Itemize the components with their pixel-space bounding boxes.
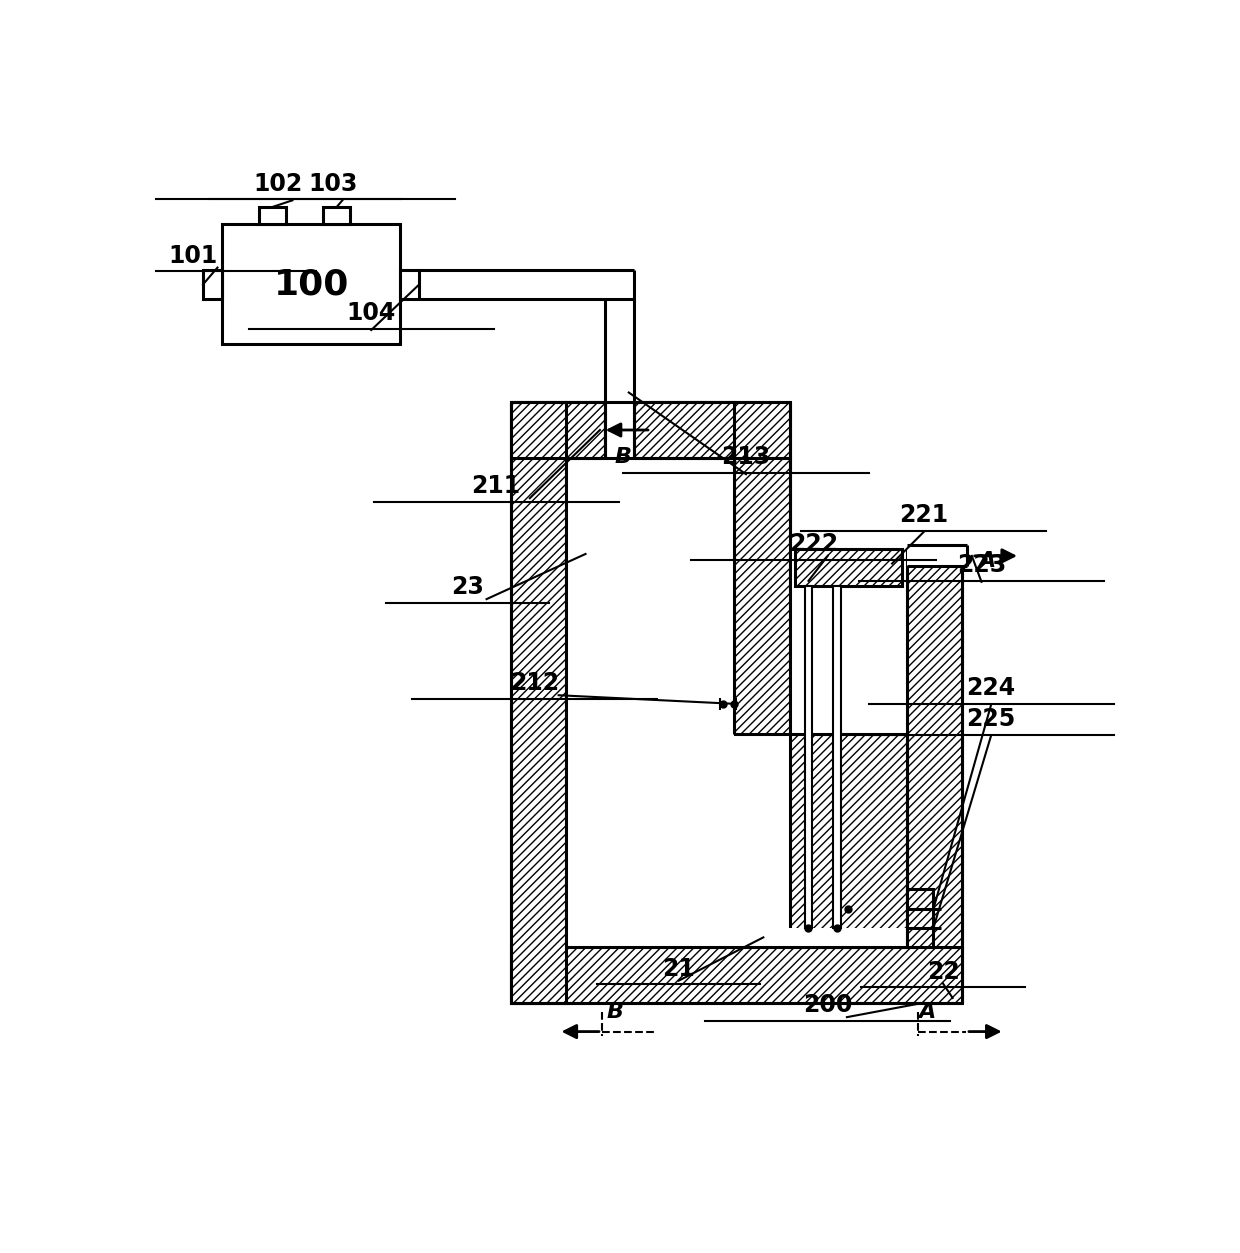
Text: 212: 212 xyxy=(510,672,559,695)
Bar xyxy=(833,585,841,927)
Text: 225: 225 xyxy=(966,707,1016,730)
Text: 221: 221 xyxy=(899,502,949,528)
Bar xyxy=(203,269,222,298)
Bar xyxy=(790,734,906,947)
Bar xyxy=(567,402,605,457)
Bar xyxy=(401,269,419,298)
Text: A: A xyxy=(978,550,996,570)
Text: 21: 21 xyxy=(662,956,696,981)
Bar xyxy=(605,397,634,457)
Text: B: B xyxy=(614,447,631,467)
Text: 100: 100 xyxy=(274,267,348,302)
Text: 223: 223 xyxy=(957,553,1006,578)
Bar xyxy=(634,402,734,457)
Text: 23: 23 xyxy=(451,575,484,599)
Bar xyxy=(734,457,790,734)
Text: 104: 104 xyxy=(347,301,396,326)
Text: 213: 213 xyxy=(722,445,770,470)
Bar xyxy=(906,545,972,566)
Bar xyxy=(567,457,734,947)
Bar xyxy=(805,585,812,927)
Text: A: A xyxy=(918,1002,935,1022)
Bar xyxy=(790,549,906,734)
Text: 211: 211 xyxy=(471,474,521,499)
Bar xyxy=(511,947,962,1002)
Bar xyxy=(906,890,934,947)
Text: B: B xyxy=(606,1002,624,1022)
Text: 200: 200 xyxy=(804,994,852,1017)
Bar xyxy=(259,207,285,224)
Bar xyxy=(567,927,906,947)
Bar xyxy=(791,586,905,733)
Text: 22: 22 xyxy=(926,960,960,984)
Bar xyxy=(324,207,350,224)
Bar xyxy=(906,549,962,947)
Text: 101: 101 xyxy=(169,243,218,268)
Bar xyxy=(511,402,790,457)
Text: 222: 222 xyxy=(789,531,838,556)
Bar xyxy=(222,224,401,345)
Bar xyxy=(511,402,567,1002)
Bar xyxy=(795,549,901,585)
Text: 102: 102 xyxy=(253,172,303,195)
Text: 224: 224 xyxy=(966,677,1016,700)
Text: 103: 103 xyxy=(308,172,357,195)
